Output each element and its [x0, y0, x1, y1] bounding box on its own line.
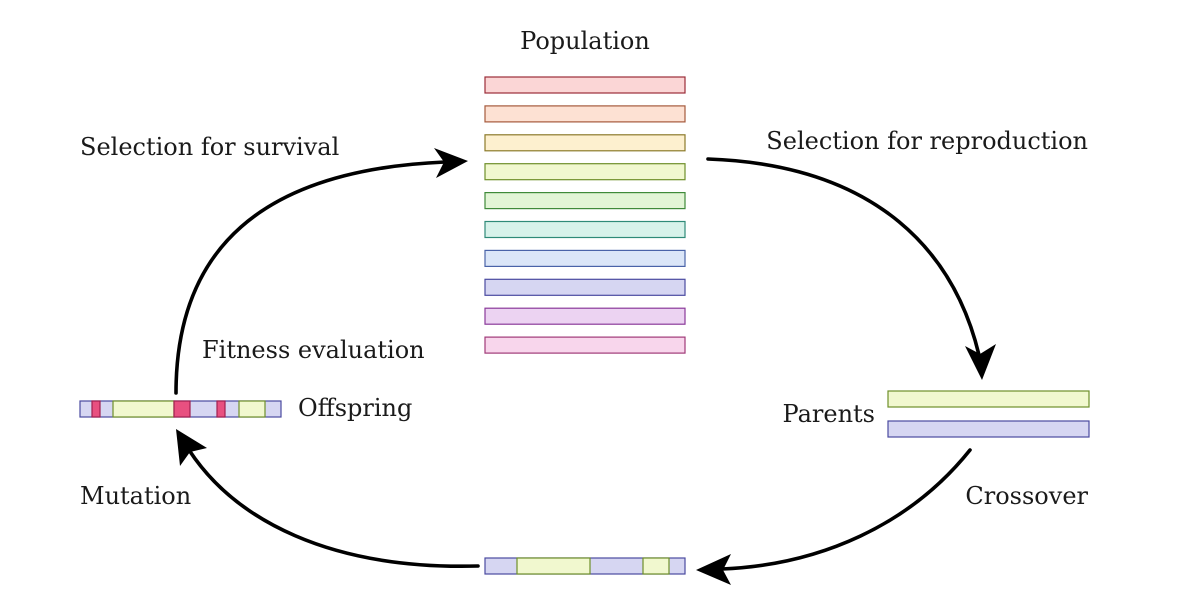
arrow-selection-reproduction	[706, 157, 996, 380]
mutation-marker	[173, 400, 191, 418]
selection-survival-label: Selection for survival	[80, 133, 339, 161]
arrowhead	[176, 429, 207, 466]
population-chromosomes	[484, 76, 686, 354]
crossover-label: Crossover	[965, 482, 1088, 510]
fitness-evaluation-label: Fitness evaluation	[202, 336, 425, 364]
selection-reproduction-label: Selection for reproduction	[766, 127, 1088, 155]
population-chromosome	[484, 220, 686, 239]
arrow-selection-survival	[174, 148, 468, 395]
crossover-child-chromosome	[484, 557, 686, 575]
offspring-green-segment	[112, 400, 175, 418]
parents-label: Parents	[783, 400, 875, 428]
population-chromosome	[484, 249, 686, 267]
parent-chromosome-a	[887, 390, 1090, 408]
mutation-marker	[91, 400, 101, 418]
arrowhead	[696, 554, 731, 585]
offspring-green-segment	[238, 400, 266, 418]
population-chromosome	[484, 192, 686, 210]
mutation-label: Mutation	[80, 482, 191, 510]
parent-chromosome-b	[887, 420, 1090, 438]
population-chromosome	[484, 278, 686, 296]
population-chromosome	[484, 163, 686, 181]
child-green-segment	[516, 557, 591, 575]
child-green-segment	[642, 557, 670, 575]
arrow-crossover	[696, 448, 972, 585]
population-chromosome	[484, 134, 686, 152]
parents-group	[887, 390, 1090, 438]
arrow-mutation	[176, 429, 480, 568]
population-chromosome	[484, 307, 686, 325]
population-chromosome	[484, 76, 686, 94]
arrowhead	[965, 344, 996, 380]
offspring-chromosome	[79, 400, 282, 418]
population-chromosome	[484, 105, 686, 123]
population-label: Population	[520, 27, 650, 55]
population-chromosome	[484, 336, 686, 354]
mutation-marker	[216, 400, 226, 418]
offspring-label: Offspring	[298, 394, 412, 422]
arrowhead	[434, 148, 468, 178]
